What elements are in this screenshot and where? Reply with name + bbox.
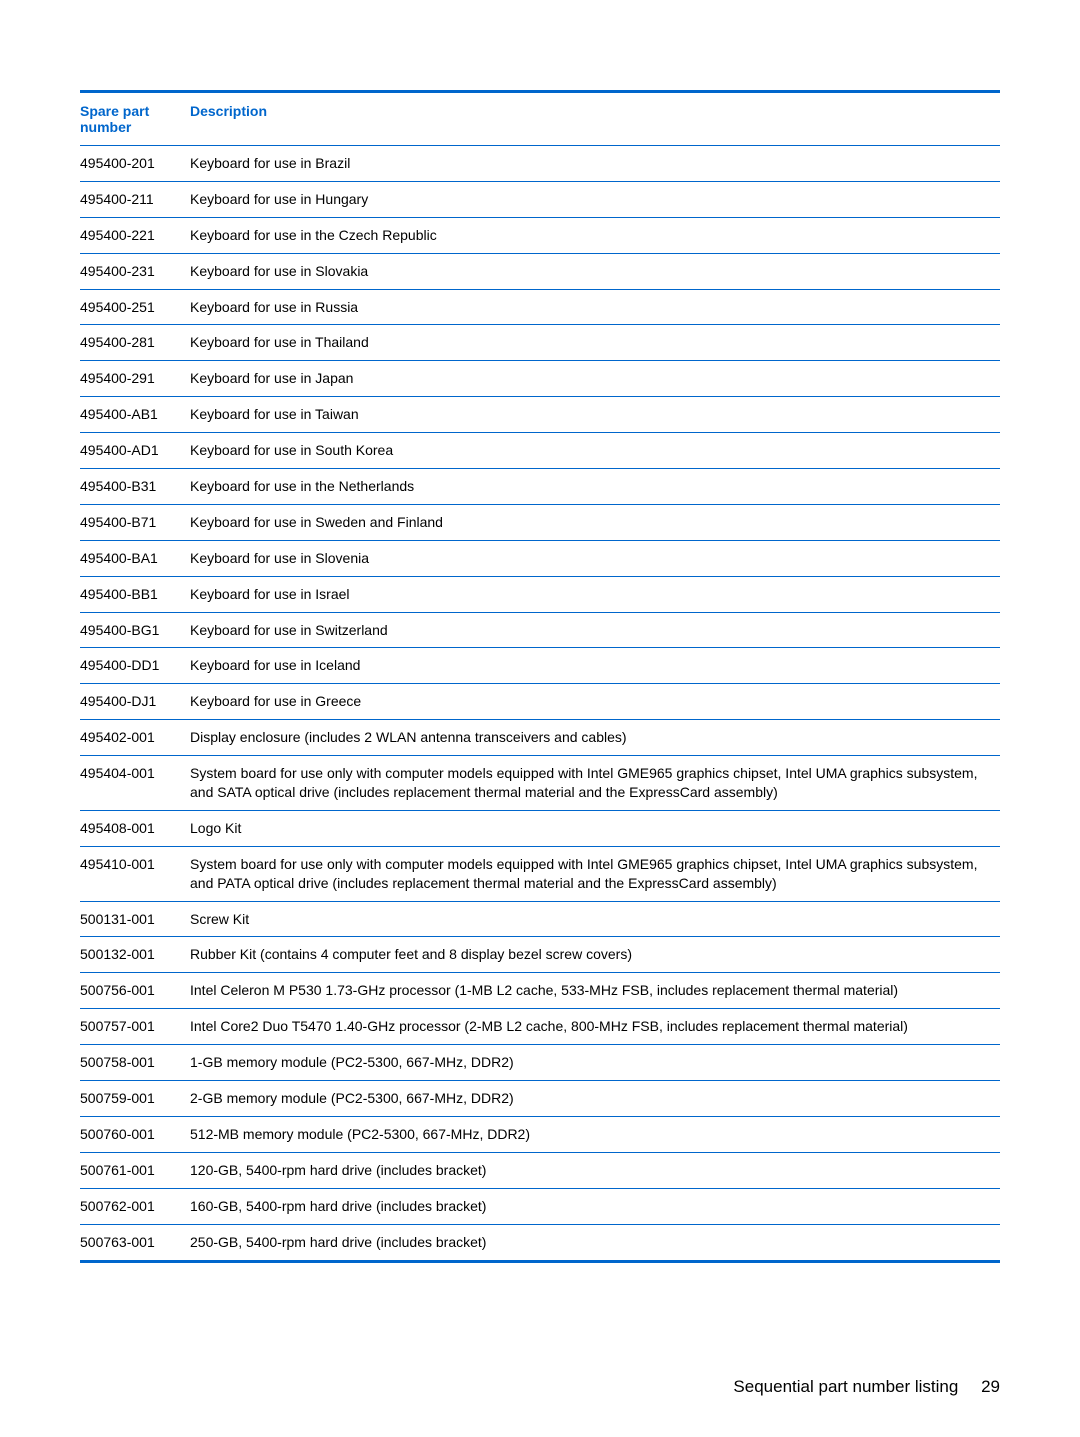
cell-description: 512-MB memory module (PC2-5300, 667-MHz,… bbox=[190, 1116, 1000, 1152]
table-row: 500132-001Rubber Kit (contains 4 compute… bbox=[80, 937, 1000, 973]
cell-part-number: 495404-001 bbox=[80, 756, 190, 811]
table-row: 495400-221Keyboard for use in the Czech … bbox=[80, 217, 1000, 253]
table-row: 500758-0011-GB memory module (PC2-5300, … bbox=[80, 1045, 1000, 1081]
table-row: 500757-001Intel Core2 Duo T5470 1.40-GHz… bbox=[80, 1009, 1000, 1045]
cell-part-number: 495400-DD1 bbox=[80, 648, 190, 684]
cell-description: Keyboard for use in Slovenia bbox=[190, 540, 1000, 576]
cell-description: Keyboard for use in Iceland bbox=[190, 648, 1000, 684]
table-row: 500763-001250-GB, 5400-rpm hard drive (i… bbox=[80, 1224, 1000, 1261]
cell-description: Keyboard for use in Brazil bbox=[190, 146, 1000, 182]
cell-description: Screw Kit bbox=[190, 901, 1000, 937]
cell-part-number: 495400-201 bbox=[80, 146, 190, 182]
cell-description: Keyboard for use in Hungary bbox=[190, 181, 1000, 217]
cell-part-number: 495400-221 bbox=[80, 217, 190, 253]
table-row: 495400-BB1Keyboard for use in Israel bbox=[80, 576, 1000, 612]
cell-part-number: 495400-B31 bbox=[80, 469, 190, 505]
table-row: 495400-211Keyboard for use in Hungary bbox=[80, 181, 1000, 217]
cell-part-number: 500759-001 bbox=[80, 1081, 190, 1117]
cell-description: Keyboard for use in Japan bbox=[190, 361, 1000, 397]
table-row: 500762-001160-GB, 5400-rpm hard drive (i… bbox=[80, 1188, 1000, 1224]
table-row: 495400-B71Keyboard for use in Sweden and… bbox=[80, 504, 1000, 540]
cell-part-number: 500760-001 bbox=[80, 1116, 190, 1152]
parts-table: Spare part number Description 495400-201… bbox=[80, 90, 1000, 1263]
cell-part-number: 495400-BB1 bbox=[80, 576, 190, 612]
table-row: 495400-B31Keyboard for use in the Nether… bbox=[80, 469, 1000, 505]
table-row: 500761-001120-GB, 5400-rpm hard drive (i… bbox=[80, 1152, 1000, 1188]
cell-part-number: 495400-BG1 bbox=[80, 612, 190, 648]
cell-description: Keyboard for use in Greece bbox=[190, 684, 1000, 720]
cell-part-number: 500131-001 bbox=[80, 901, 190, 937]
table-row: 495400-BG1Keyboard for use in Switzerlan… bbox=[80, 612, 1000, 648]
cell-part-number: 495400-BA1 bbox=[80, 540, 190, 576]
cell-part-number: 500762-001 bbox=[80, 1188, 190, 1224]
cell-description: System board for use only with computer … bbox=[190, 846, 1000, 901]
cell-description: 120-GB, 5400-rpm hard drive (includes br… bbox=[190, 1152, 1000, 1188]
table-row: 500131-001Screw Kit bbox=[80, 901, 1000, 937]
cell-description: Keyboard for use in Thailand bbox=[190, 325, 1000, 361]
cell-description: Display enclosure (includes 2 WLAN anten… bbox=[190, 720, 1000, 756]
cell-part-number: 495410-001 bbox=[80, 846, 190, 901]
cell-description: Keyboard for use in Russia bbox=[190, 289, 1000, 325]
cell-part-number: 500756-001 bbox=[80, 973, 190, 1009]
cell-description: 1-GB memory module (PC2-5300, 667-MHz, D… bbox=[190, 1045, 1000, 1081]
cell-description: 250-GB, 5400-rpm hard drive (includes br… bbox=[190, 1224, 1000, 1261]
table-row: 495400-291Keyboard for use in Japan bbox=[80, 361, 1000, 397]
cell-description: Rubber Kit (contains 4 computer feet and… bbox=[190, 937, 1000, 973]
cell-part-number: 495400-251 bbox=[80, 289, 190, 325]
cell-part-number: 500763-001 bbox=[80, 1224, 190, 1261]
cell-part-number: 500761-001 bbox=[80, 1152, 190, 1188]
table-row: 495400-BA1Keyboard for use in Slovenia bbox=[80, 540, 1000, 576]
cell-description: Intel Celeron M P530 1.73-GHz processor … bbox=[190, 973, 1000, 1009]
table-row: 500756-001Intel Celeron M P530 1.73-GHz … bbox=[80, 973, 1000, 1009]
cell-description: Logo Kit bbox=[190, 810, 1000, 846]
table-row: 495404-001System board for use only with… bbox=[80, 756, 1000, 811]
cell-description: Keyboard for use in Israel bbox=[190, 576, 1000, 612]
table-row: 495400-DD1Keyboard for use in Iceland bbox=[80, 648, 1000, 684]
cell-part-number: 495400-231 bbox=[80, 253, 190, 289]
cell-description: Intel Core2 Duo T5470 1.40-GHz processor… bbox=[190, 1009, 1000, 1045]
cell-description: Keyboard for use in Switzerland bbox=[190, 612, 1000, 648]
cell-description: 160-GB, 5400-rpm hard drive (includes br… bbox=[190, 1188, 1000, 1224]
cell-part-number: 495408-001 bbox=[80, 810, 190, 846]
cell-description: Keyboard for use in Taiwan bbox=[190, 397, 1000, 433]
table-row: 500760-001512-MB memory module (PC2-5300… bbox=[80, 1116, 1000, 1152]
table-row: 495400-201Keyboard for use in Brazil bbox=[80, 146, 1000, 182]
table-row: 495400-231Keyboard for use in Slovakia bbox=[80, 253, 1000, 289]
cell-part-number: 495400-AB1 bbox=[80, 397, 190, 433]
cell-part-number: 495400-211 bbox=[80, 181, 190, 217]
table-row: 495400-AD1Keyboard for use in South Kore… bbox=[80, 433, 1000, 469]
table-row: 495410-001System board for use only with… bbox=[80, 846, 1000, 901]
table-header-row: Spare part number Description bbox=[80, 92, 1000, 146]
table-row: 495402-001Display enclosure (includes 2 … bbox=[80, 720, 1000, 756]
cell-description: 2-GB memory module (PC2-5300, 667-MHz, D… bbox=[190, 1081, 1000, 1117]
table-row: 495400-DJ1Keyboard for use in Greece bbox=[80, 684, 1000, 720]
cell-description: Keyboard for use in the Netherlands bbox=[190, 469, 1000, 505]
page-footer: Sequential part number listing 29 bbox=[733, 1377, 1000, 1397]
header-spare-part: Spare part number bbox=[80, 92, 190, 146]
table-row: 495400-281Keyboard for use in Thailand bbox=[80, 325, 1000, 361]
cell-part-number: 495400-AD1 bbox=[80, 433, 190, 469]
cell-part-number: 495400-281 bbox=[80, 325, 190, 361]
table-row: 495400-AB1Keyboard for use in Taiwan bbox=[80, 397, 1000, 433]
cell-description: Keyboard for use in Slovakia bbox=[190, 253, 1000, 289]
cell-part-number: 495400-DJ1 bbox=[80, 684, 190, 720]
cell-description: System board for use only with computer … bbox=[190, 756, 1000, 811]
page-number: 29 bbox=[981, 1377, 1000, 1396]
footer-title: Sequential part number listing bbox=[733, 1377, 958, 1396]
cell-part-number: 495400-291 bbox=[80, 361, 190, 397]
cell-description: Keyboard for use in Sweden and Finland bbox=[190, 504, 1000, 540]
cell-part-number: 500758-001 bbox=[80, 1045, 190, 1081]
cell-part-number: 500132-001 bbox=[80, 937, 190, 973]
cell-description: Keyboard for use in South Korea bbox=[190, 433, 1000, 469]
header-description: Description bbox=[190, 92, 1000, 146]
table-row: 495400-251Keyboard for use in Russia bbox=[80, 289, 1000, 325]
cell-description: Keyboard for use in the Czech Republic bbox=[190, 217, 1000, 253]
cell-part-number: 500757-001 bbox=[80, 1009, 190, 1045]
table-row: 495408-001Logo Kit bbox=[80, 810, 1000, 846]
cell-part-number: 495400-B71 bbox=[80, 504, 190, 540]
cell-part-number: 495402-001 bbox=[80, 720, 190, 756]
table-row: 500759-0012-GB memory module (PC2-5300, … bbox=[80, 1081, 1000, 1117]
